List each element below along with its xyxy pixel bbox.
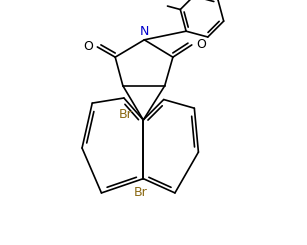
Text: Br: Br — [134, 186, 148, 199]
Text: Br: Br — [118, 108, 132, 121]
Text: O: O — [196, 38, 206, 51]
Text: N: N — [140, 25, 149, 38]
Text: O: O — [84, 40, 93, 53]
